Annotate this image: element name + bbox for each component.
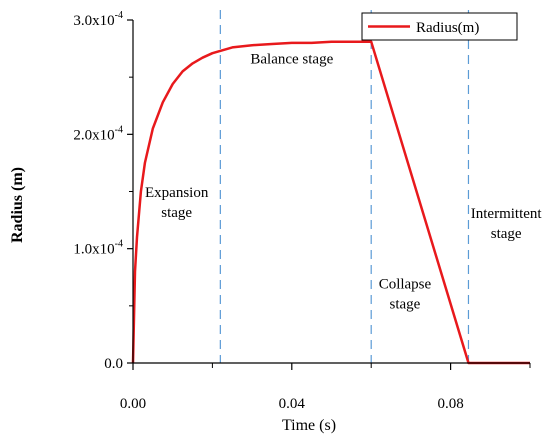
stage-annotation-1: Balance stage (250, 51, 333, 67)
y-ticks: 0.0 1.0x10-4 2.0x10-4 3.0x10-4 (73, 10, 133, 372)
legend-label: Radius(m) (416, 20, 479, 36)
legend: Radius(m) (361, 12, 518, 41)
x-tick-label: 0.08 (437, 396, 463, 412)
y-tick-label: 1.0x10-4 (73, 239, 123, 258)
x-ticks: 0.00 0.04 0.08 (120, 363, 531, 412)
plot-lines (131, 40, 530, 365)
x-tick-label: 0.04 (279, 396, 306, 412)
x-tick-label: 0.00 (120, 396, 146, 412)
y-tick-label: 0.0 (104, 356, 123, 372)
stage-annotation-4: Collapse stage (379, 277, 432, 313)
y-axis-title: Radius (m) (9, 167, 26, 243)
x-axis-title: Time (s) (282, 417, 336, 434)
stage-annotation-2: Expansion stage (145, 185, 209, 221)
annotations: Balance stage Expansion stage Intermittent s… (145, 51, 542, 312)
y-tick-label: 2.0x10-4 (73, 124, 123, 143)
y-tick-label: 3.0x10-4 (73, 10, 123, 29)
series-line-1 (131, 40, 530, 365)
stage-annotation-3: Intermittent stage (471, 206, 543, 242)
